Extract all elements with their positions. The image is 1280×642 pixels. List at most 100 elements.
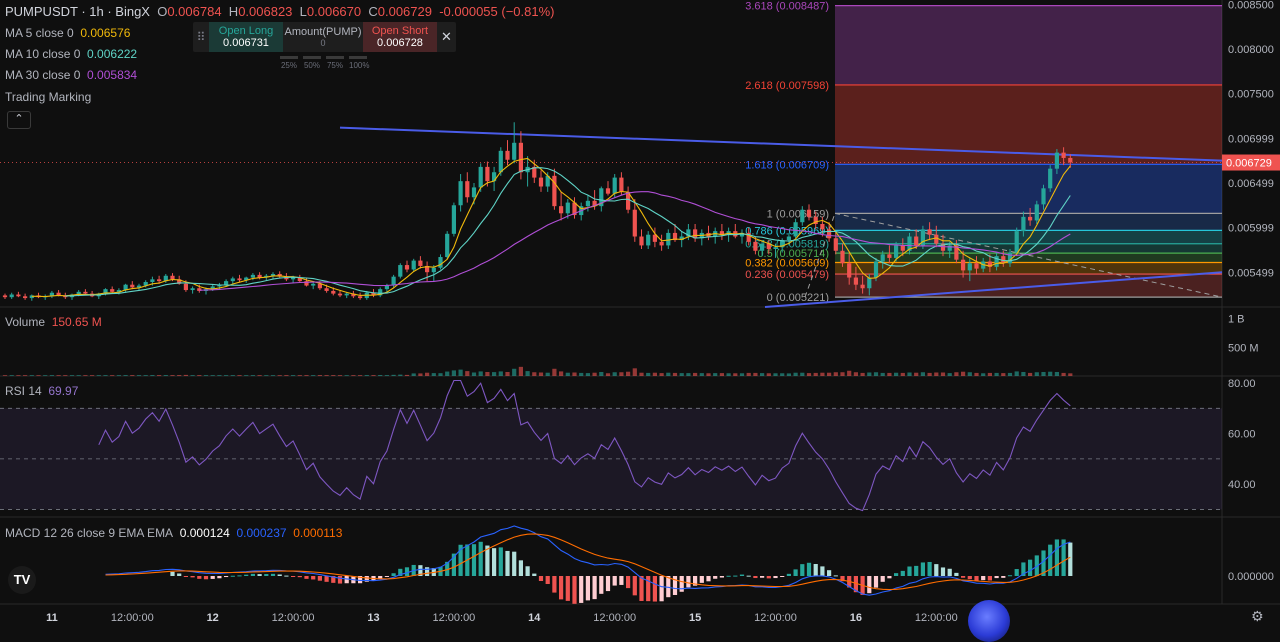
volume-bar — [873, 372, 879, 376]
volume-bar — [773, 373, 778, 376]
macd-histogram-bar — [900, 570, 905, 576]
volume-bar — [2, 375, 8, 376]
macd-histogram-bar — [364, 576, 369, 582]
volume-bar — [43, 375, 48, 376]
volume-bar — [130, 375, 135, 376]
macd-histogram-bar — [344, 576, 349, 584]
candle-body — [485, 166, 490, 182]
volume-bar — [203, 375, 209, 376]
macd-histogram-bar — [987, 576, 992, 581]
fib-zone — [835, 230, 1222, 244]
macd-histogram-bar — [934, 564, 939, 576]
drag-handle-icon[interactable]: ⠿ — [196, 30, 206, 44]
axes: 0.005499 0.005999 0.006499 0.006999 0.007500… — [46, 0, 1280, 624]
tradingview-logo-icon[interactable]: TV — [8, 566, 36, 594]
macd-histogram-bar — [391, 573, 396, 576]
candle-body — [780, 240, 785, 248]
volume-bar — [1034, 372, 1039, 376]
percent-75-button[interactable]: 75% — [326, 56, 344, 70]
volume-bar — [324, 375, 329, 376]
candle-body — [753, 241, 758, 251]
ma30-label: MA 30 close 0 — [5, 68, 81, 82]
rsi-line — [98, 379, 1071, 512]
candle-body — [659, 241, 664, 246]
candle-body — [894, 245, 899, 258]
volume-bar — [786, 373, 791, 376]
volume-histogram: 1 B 500 M — [2, 314, 1259, 376]
macd-histogram-bar — [806, 562, 812, 576]
legend-ma10[interactable]: MA 10 close 0 0.006222 — [5, 47, 137, 61]
trading-marking-label[interactable]: Trading Marking — [5, 90, 92, 104]
volume-bar — [780, 373, 785, 376]
volume-bar — [284, 375, 289, 376]
volume-bar — [364, 375, 369, 376]
macd-histogram-bar — [257, 574, 262, 576]
volume-bar — [311, 375, 316, 376]
candle-body — [552, 175, 557, 207]
volume-bar — [56, 375, 61, 376]
fib-zone — [835, 243, 1222, 254]
rsi-axis-label: 80.00 — [1228, 378, 1256, 390]
candle-body — [237, 278, 242, 281]
volume-bar — [103, 375, 108, 376]
volume-bar — [398, 374, 403, 376]
volume-bar — [170, 375, 175, 376]
candlestick-series — [2, 122, 1073, 301]
candle-body — [961, 259, 966, 271]
macd-histogram-bar — [1068, 542, 1073, 576]
candle-body — [666, 232, 671, 246]
floating-assistant-button[interactable] — [968, 600, 1010, 642]
volume-label: Volume — [5, 315, 46, 329]
candle-body — [632, 209, 637, 237]
candle-body — [679, 236, 684, 241]
rsi-legend[interactable]: RSI 14 69.97 — [5, 384, 78, 398]
chart-header: PUMPUSDT · 1h · BingX O0.006784 H0.00682… — [5, 4, 555, 19]
gear-icon[interactable]: ⚙ — [1251, 608, 1264, 624]
volume-bar — [840, 372, 845, 376]
candle-body — [1028, 216, 1033, 221]
amount-input[interactable]: Amount(PUMP) 0 — [283, 22, 363, 52]
volume-bar — [378, 375, 383, 376]
open-short-button[interactable]: Open Short 0.006728 — [363, 22, 437, 52]
candle-body — [920, 229, 925, 246]
volume-bar — [806, 373, 812, 376]
collapse-legend-button[interactable]: ⌃ — [7, 111, 31, 129]
volume-bar — [1001, 373, 1006, 376]
candle-body — [518, 142, 523, 173]
open-long-button[interactable]: Open Long 0.006731 — [209, 22, 283, 52]
symbol-title[interactable]: PUMPUSDT · 1h · BingX — [5, 4, 150, 19]
candle-body — [954, 245, 959, 260]
legend-ma5[interactable]: MA 5 close 0 0.006576 — [5, 26, 130, 40]
candle-body — [813, 216, 818, 225]
percent-25-button[interactable]: 25% — [280, 56, 298, 70]
close-widget-icon[interactable]: ✕ — [441, 29, 452, 44]
volume-legend[interactable]: Volume 150.65 M — [5, 315, 102, 329]
rsi-label: RSI 14 — [5, 384, 42, 398]
macd-histogram-bar — [324, 576, 329, 582]
candle-body — [458, 181, 463, 206]
amount-percent-selector: 25% 50% 75% 100% — [280, 56, 369, 70]
candle-body — [947, 245, 952, 251]
macd-legend[interactable]: MACD 12 26 close 9 EMA EMA 0.000124 0.00… — [5, 526, 342, 540]
legend-ma30[interactable]: MA 30 close 0 0.005834 — [5, 68, 137, 82]
volume-bar — [371, 375, 376, 376]
candle-body — [183, 283, 188, 291]
volume-bar — [244, 375, 249, 376]
macd-histogram-bar — [404, 567, 410, 576]
macd-histogram-bar — [585, 576, 590, 601]
macd-histogram-bar — [920, 562, 925, 576]
volume-bar — [619, 372, 624, 376]
candle-body — [559, 206, 564, 214]
percent-50-button[interactable]: 50% — [303, 56, 321, 70]
macd-histogram-bar — [626, 576, 631, 589]
percent-100-button[interactable]: 100% — [349, 56, 369, 70]
macd-histogram-bar — [492, 548, 497, 576]
macd-histogram-bar — [311, 576, 316, 580]
volume-bar — [411, 373, 416, 376]
macd-histogram-bar — [498, 547, 503, 576]
time-axis-label: 14 — [528, 612, 541, 624]
ma10-label: MA 10 close 0 — [5, 47, 81, 61]
candle-body — [384, 285, 389, 290]
candle-body — [498, 150, 503, 173]
